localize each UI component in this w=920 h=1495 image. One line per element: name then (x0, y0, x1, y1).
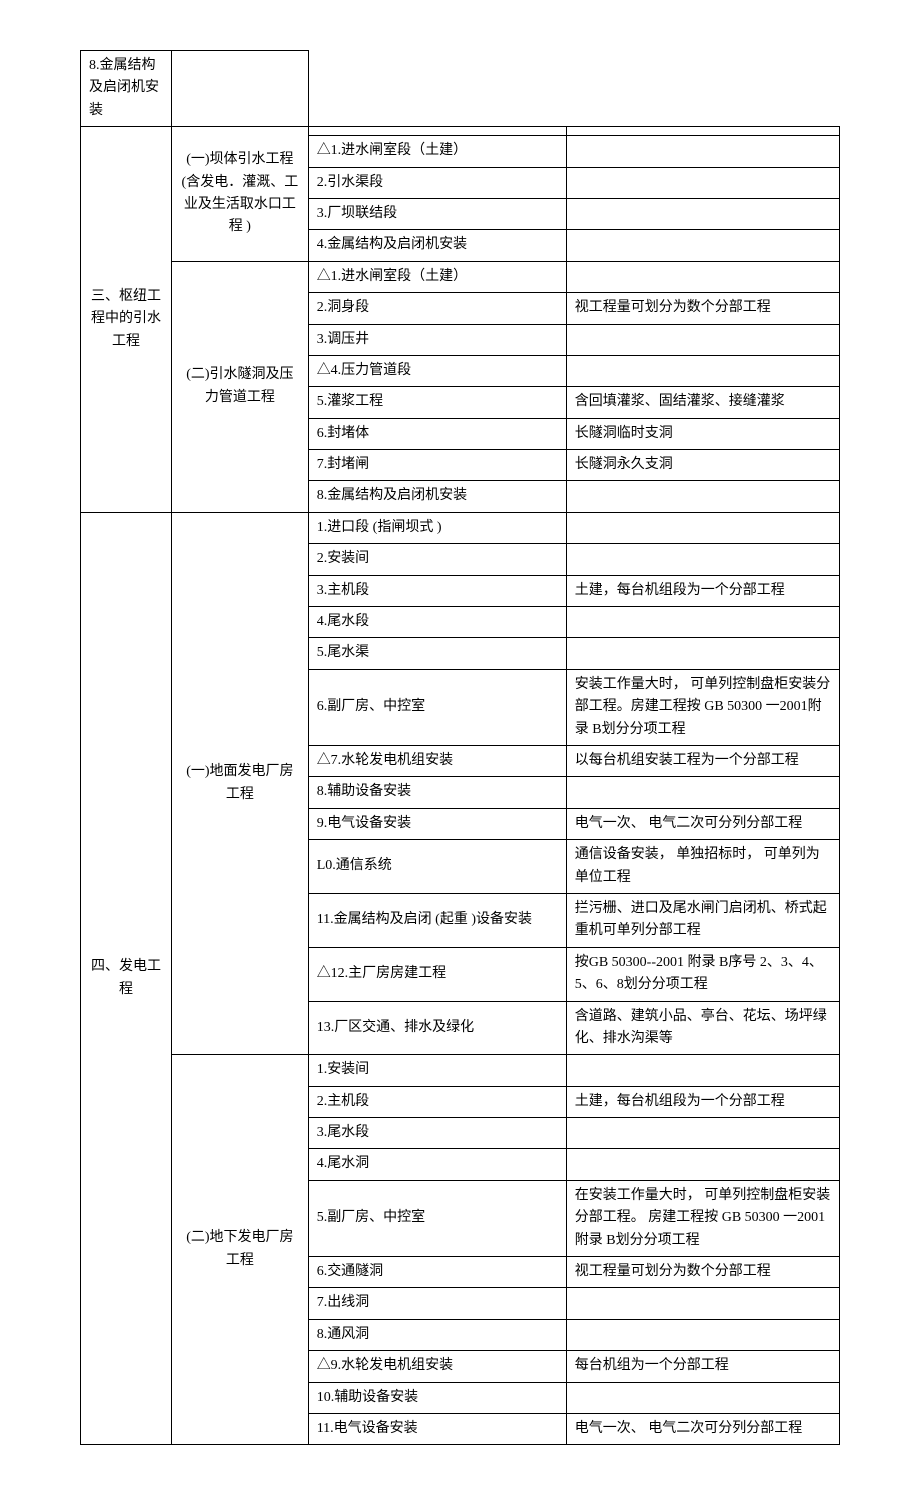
col-remark (172, 51, 309, 127)
col-item: △4.压力管道段 (308, 355, 566, 386)
col-remark: 视工程量可划分为数个分部工程 (566, 293, 839, 324)
col-remark (566, 607, 839, 638)
col-level1: 三、枢纽工程中的引水工程 (81, 127, 172, 513)
col-remark: 在安装工作量大时， 可单列控制盘柜安装分部工程。 房建工程按 GB 50300 … (566, 1180, 839, 1256)
col-item: 9.电气设备安装 (308, 808, 566, 839)
col-level2: (二)地下发电厂房工程 (172, 1055, 309, 1445)
col-item (308, 127, 566, 136)
col-item: 8.金属结构及启闭机安装 (81, 51, 172, 127)
col-item: △1.进水闸室段（土建） (308, 261, 566, 292)
col-item: 2.安装间 (308, 544, 566, 575)
col-item: 5.尾水渠 (308, 638, 566, 669)
table-row: 四、发电工程(一)地面发电厂房工程1.进口段 (指闸坝式 ) (81, 512, 840, 543)
col-item: 4.尾水段 (308, 607, 566, 638)
col-remark (566, 355, 839, 386)
col-remark (566, 638, 839, 669)
col-remark: 视工程量可划分为数个分部工程 (566, 1257, 839, 1288)
col-remark (566, 136, 839, 167)
col-remark (566, 1319, 839, 1350)
table-row: (二)地下发电厂房工程1.安装间 (81, 1055, 840, 1086)
col-item: 1.安装间 (308, 1055, 566, 1086)
col-item: 3.尾水段 (308, 1118, 566, 1149)
col-remark: 土建，每台机组段为一个分部工程 (566, 1086, 839, 1117)
col-item: 4.尾水洞 (308, 1149, 566, 1180)
col-remark (566, 512, 839, 543)
project-breakdown-table: 8.金属结构及启闭机安装三、枢纽工程中的引水工程(一)坝体引水工程(含发电．灌溉… (80, 50, 840, 1445)
col-item: 13.厂区交通、排水及绿化 (308, 1001, 566, 1055)
col-remark: 每台机组为一个分部工程 (566, 1351, 839, 1382)
col-remark (566, 1118, 839, 1149)
col-item: 11.电气设备安装 (308, 1413, 566, 1444)
col-remark (566, 1288, 839, 1319)
col-remark (566, 481, 839, 512)
col-remark (566, 198, 839, 229)
col-remark (566, 230, 839, 261)
col-item: 6.封堵体 (308, 418, 566, 449)
col-item: 2.洞身段 (308, 293, 566, 324)
col-item: 5.灌浆工程 (308, 387, 566, 418)
col-item: 8.金属结构及启闭机安装 (308, 481, 566, 512)
col-item: L0.通信系统 (308, 840, 566, 894)
col-remark (566, 261, 839, 292)
col-item: 3.调压井 (308, 324, 566, 355)
col-remark (566, 544, 839, 575)
col-item: △9.水轮发电机组安装 (308, 1351, 566, 1382)
col-remark: 土建，每台机组段为一个分部工程 (566, 575, 839, 606)
col-item: 3.厂坝联结段 (308, 198, 566, 229)
col-item: 3.主机段 (308, 575, 566, 606)
col-item: 6.交通隧洞 (308, 1257, 566, 1288)
col-item: 6.副厂房、中控室 (308, 669, 566, 745)
table-row: 三、枢纽工程中的引水工程(一)坝体引水工程(含发电．灌溉、工业及生活取水口工程 … (81, 127, 840, 136)
col-remark: 以每台机组安装工程为一个分部工程 (566, 745, 839, 776)
col-item: 4.金属结构及启闭机安装 (308, 230, 566, 261)
col-remark: 电气一次、 电气二次可分列分部工程 (566, 808, 839, 839)
col-remark: 含回填灌浆、固结灌浆、接缝灌浆 (566, 387, 839, 418)
col-item: 7.封堵闸 (308, 450, 566, 481)
col-remark: 电气一次、 电气二次可分列分部工程 (566, 1413, 839, 1444)
col-remark: 按GB 50300--2001 附录 B序号 2、3、4、5、6、8划分分项工程 (566, 947, 839, 1001)
col-item: 2.引水渠段 (308, 167, 566, 198)
col-level1: 四、发电工程 (81, 512, 172, 1445)
col-remark (566, 127, 839, 136)
col-level2: (一)地面发电厂房工程 (172, 512, 309, 1054)
col-remark: 拦污栅、进口及尾水闸门启闭机、桥式起重机可单列分部工程 (566, 893, 839, 947)
col-level2: (一)坝体引水工程(含发电．灌溉、工业及生活取水口工程 ) (172, 127, 309, 262)
col-item: 7.出线洞 (308, 1288, 566, 1319)
table-body: 8.金属结构及启闭机安装三、枢纽工程中的引水工程(一)坝体引水工程(含发电．灌溉… (81, 51, 840, 1445)
table-row: 8.金属结构及启闭机安装 (81, 51, 840, 127)
col-remark: 长隧洞临时支洞 (566, 418, 839, 449)
col-item: 11.金属结构及启闭 (起重 )设备安装 (308, 893, 566, 947)
col-item: 8.通风洞 (308, 1319, 566, 1350)
col-item: △7.水轮发电机组安装 (308, 745, 566, 776)
col-remark (566, 324, 839, 355)
col-remark: 含道路、建筑小品、亭台、花坛、场坪绿化、排水沟渠等 (566, 1001, 839, 1055)
table-row: (二)引水隧洞及压力管道工程△1.进水闸室段（土建） (81, 261, 840, 292)
col-item: 5.副厂房、中控室 (308, 1180, 566, 1256)
col-remark (566, 1149, 839, 1180)
col-item: 1.进口段 (指闸坝式 ) (308, 512, 566, 543)
col-remark (566, 1382, 839, 1413)
col-remark (566, 167, 839, 198)
col-item: 2.主机段 (308, 1086, 566, 1117)
col-item: △12.主厂房房建工程 (308, 947, 566, 1001)
col-level2: (二)引水隧洞及压力管道工程 (172, 261, 309, 512)
col-remark (566, 777, 839, 808)
col-item: 8.辅助设备安装 (308, 777, 566, 808)
col-item: △1.进水闸室段（土建） (308, 136, 566, 167)
col-remark: 通信设备安装， 单独招标时， 可单列为单位工程 (566, 840, 839, 894)
col-item: 10.辅助设备安装 (308, 1382, 566, 1413)
col-remark: 长隧洞永久支洞 (566, 450, 839, 481)
col-remark (566, 1055, 839, 1086)
col-remark: 安装工作量大时， 可单列控制盘柜安装分部工程。房建工程按 GB 50300 一2… (566, 669, 839, 745)
